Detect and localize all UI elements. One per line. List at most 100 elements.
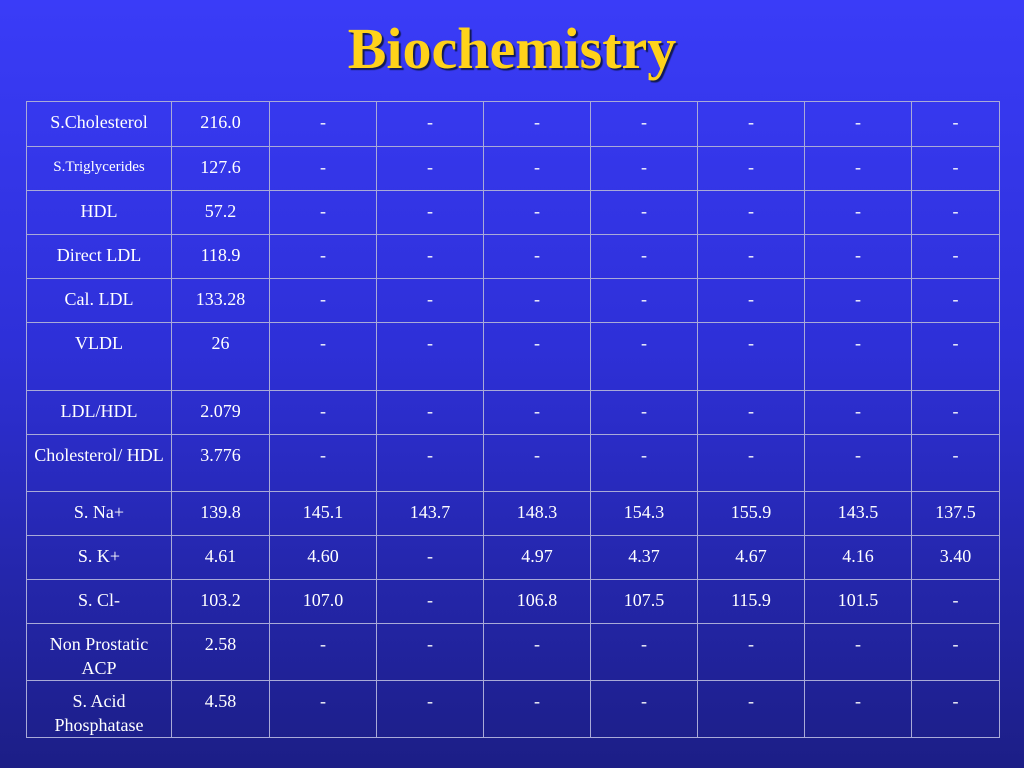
table-cell: 3.40 — [911, 535, 1000, 580]
table-cell: - — [911, 322, 1000, 391]
row-label: LDL/HDL — [26, 390, 172, 435]
table-cell: - — [376, 680, 484, 738]
table-cell: 139.8 — [171, 491, 270, 536]
table-cell: - — [590, 680, 698, 738]
table-cell: 154.3 — [590, 491, 698, 536]
table-cell: - — [269, 322, 377, 391]
table-cell: 4.58 — [171, 680, 270, 738]
table-cell: 4.60 — [269, 535, 377, 580]
row-label: VLDL — [26, 322, 172, 391]
row-label: S. Cl- — [26, 579, 172, 624]
table-cell: - — [911, 234, 1000, 279]
table-cell: - — [483, 278, 591, 323]
table-cell: - — [697, 146, 805, 191]
table-cell: 143.5 — [804, 491, 912, 536]
table-cell: - — [590, 278, 698, 323]
table-cell: - — [911, 680, 1000, 738]
table-cell: - — [376, 390, 484, 435]
table-cell: - — [804, 623, 912, 681]
table-cell: 57.2 — [171, 190, 270, 235]
table-cell: - — [804, 322, 912, 391]
table-cell: - — [269, 234, 377, 279]
table-cell: - — [376, 146, 484, 191]
table-cell: - — [911, 190, 1000, 235]
table-row: LDL/HDL 2.079 - - - - - - - — [26, 390, 1000, 435]
table-row: Direct LDL 118.9 - - - - - - - — [26, 234, 1000, 279]
table-cell: - — [804, 146, 912, 191]
row-label: S. Acid Phosphatase — [26, 680, 172, 738]
table-cell: - — [911, 390, 1000, 435]
table-cell: - — [697, 623, 805, 681]
table-cell: 107.0 — [269, 579, 377, 624]
table-cell: - — [697, 278, 805, 323]
table-cell: - — [804, 101, 912, 147]
table-cell: - — [804, 390, 912, 435]
table-cell: - — [376, 278, 484, 323]
slide-title: Biochemistry — [347, 16, 677, 81]
table-cell: 4.97 — [483, 535, 591, 580]
table-row: S. Cl- 103.2 107.0 - 106.8 107.5 115.9 1… — [26, 579, 1000, 624]
table-cell: 4.61 — [171, 535, 270, 580]
table-row: HDL 57.2 - - - - - - - — [26, 190, 1000, 235]
table-cell: - — [483, 623, 591, 681]
table-cell: 3.776 — [171, 434, 270, 492]
table-cell: - — [697, 680, 805, 738]
table-cell: - — [911, 146, 1000, 191]
table-cell: 101.5 — [804, 579, 912, 624]
table-cell: - — [804, 234, 912, 279]
table-cell: - — [269, 146, 377, 191]
table-cell: - — [269, 190, 377, 235]
table-cell: - — [804, 434, 912, 492]
table-cell: 103.2 — [171, 579, 270, 624]
table-cell: - — [911, 101, 1000, 147]
table-cell: - — [376, 579, 484, 624]
table-cell: 4.37 — [590, 535, 698, 580]
table-cell: - — [697, 434, 805, 492]
table-cell: - — [911, 278, 1000, 323]
table-cell: - — [590, 190, 698, 235]
table-cell: - — [376, 234, 484, 279]
table-cell: - — [697, 101, 805, 147]
table-row: VLDL 26 - - - - - - - — [26, 322, 1000, 391]
table-row: S.Triglycerides 127.6 - - - - - - - — [26, 146, 1000, 191]
table-cell: 137.5 — [911, 491, 1000, 536]
table-cell: 26 — [171, 322, 270, 391]
table-cell: - — [590, 146, 698, 191]
table-cell: - — [590, 390, 698, 435]
table-cell: - — [269, 278, 377, 323]
table-cell: - — [697, 234, 805, 279]
table-cell: 107.5 — [590, 579, 698, 624]
table-cell: - — [269, 680, 377, 738]
table-cell: - — [376, 434, 484, 492]
biochemistry-table: S.Cholesterol 216.0 - - - - - - - S.Trig… — [26, 101, 1000, 738]
table-row: S. K+ 4.61 4.60 - 4.97 4.37 4.67 4.16 3.… — [26, 535, 1000, 580]
table-row: S. Acid Phosphatase 4.58 - - - - - - - — [26, 680, 1000, 738]
table-cell: - — [269, 390, 377, 435]
table-cell: - — [269, 434, 377, 492]
row-label: S. Na+ — [26, 491, 172, 536]
table-row: Cholesterol/ HDL 3.776 - - - - - - - — [26, 434, 1000, 492]
table-cell: - — [376, 190, 484, 235]
table-cell: - — [269, 101, 377, 147]
table-cell: 4.67 — [697, 535, 805, 580]
table-cell: - — [590, 234, 698, 279]
table-cell: - — [697, 322, 805, 391]
table-cell: 145.1 — [269, 491, 377, 536]
table-cell: 143.7 — [376, 491, 484, 536]
table-cell: 155.9 — [697, 491, 805, 536]
table-cell: - — [376, 535, 484, 580]
table-cell: - — [376, 623, 484, 681]
table-cell: - — [483, 680, 591, 738]
table-cell: - — [376, 101, 484, 147]
table-cell: - — [483, 146, 591, 191]
table-cell: - — [590, 623, 698, 681]
table-cell: 133.28 — [171, 278, 270, 323]
row-label: HDL — [26, 190, 172, 235]
table-cell: - — [590, 322, 698, 391]
row-label: Direct LDL — [26, 234, 172, 279]
table-cell: 4.16 — [804, 535, 912, 580]
table-cell: - — [804, 278, 912, 323]
table-cell: - — [590, 101, 698, 147]
table-cell: - — [483, 234, 591, 279]
table-cell: 115.9 — [697, 579, 805, 624]
